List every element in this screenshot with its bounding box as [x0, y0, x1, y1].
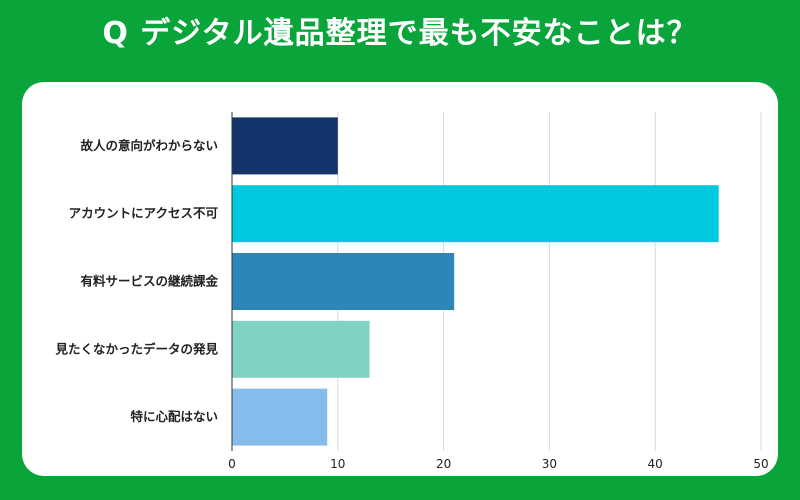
chart-title: Q デジタル遺品整理で最も不安なことは？: [102, 16, 698, 51]
category-labels: 故人の意向がわからないアカウントにアクセス不可有料サービスの継続課金見たくなかっ…: [54, 138, 218, 424]
x-tick-label: 40: [648, 457, 663, 471]
bar: [232, 117, 338, 175]
bars: [232, 117, 719, 446]
x-tick-labels: 0 10 20 30 40 50: [228, 457, 768, 471]
category-label: 見たくなかったデータの発見: [54, 341, 218, 356]
category-label: 特に心配はない: [130, 409, 218, 424]
x-tick-label: 10: [330, 457, 345, 471]
category-label: 有料サービスの継続課金: [80, 274, 218, 289]
bar: [232, 320, 370, 378]
x-tick-label: 50: [753, 457, 768, 471]
category-label: アカウントにアクセス不可: [69, 206, 219, 221]
bar: [232, 253, 455, 310]
bar: [232, 388, 328, 446]
bar: [232, 185, 719, 243]
x-tick-label: 30: [542, 457, 557, 471]
category-label: 故人の意向がわからない: [80, 138, 218, 153]
x-tick-label: 20: [436, 457, 451, 471]
x-tick-label: 0: [228, 457, 236, 471]
